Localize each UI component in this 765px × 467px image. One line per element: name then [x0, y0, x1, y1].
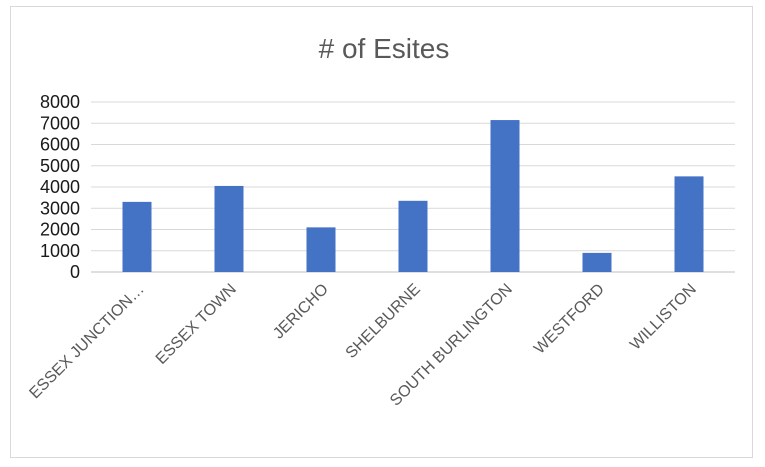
x-tick-label: ESSEX JUNCTION…: [26, 281, 147, 402]
bar: [583, 253, 612, 272]
y-tick-label: 3000: [40, 198, 80, 218]
bar: [215, 186, 244, 272]
x-tick-label: SHELBURNE: [343, 281, 424, 362]
y-tick-label: 8000: [40, 92, 80, 112]
y-tick-label: 7000: [40, 113, 80, 133]
y-tick-label: 6000: [40, 135, 80, 155]
x-tick-label: WILLISTON: [627, 281, 700, 354]
bars: [123, 120, 704, 272]
chart-title: # of Esites: [319, 33, 450, 64]
x-tick-label: ESSEX TOWN: [153, 281, 240, 368]
y-tick-label: 2000: [40, 220, 80, 240]
x-tick-label: WESTFORD: [531, 281, 608, 358]
bar: [399, 201, 428, 272]
y-tick-label: 0: [70, 262, 80, 282]
y-tick-label: 4000: [40, 177, 80, 197]
bar: [675, 176, 704, 272]
bar: [491, 120, 520, 272]
x-tick-label: JERICHO: [270, 281, 332, 343]
bar: [123, 202, 152, 272]
y-tick-label: 5000: [40, 156, 80, 176]
x-axis: ESSEX JUNCTION… ESSEX TOWN JERICHO SHELBURN…: [26, 281, 699, 410]
y-tick-label: 1000: [40, 241, 80, 261]
bar: [307, 227, 336, 272]
